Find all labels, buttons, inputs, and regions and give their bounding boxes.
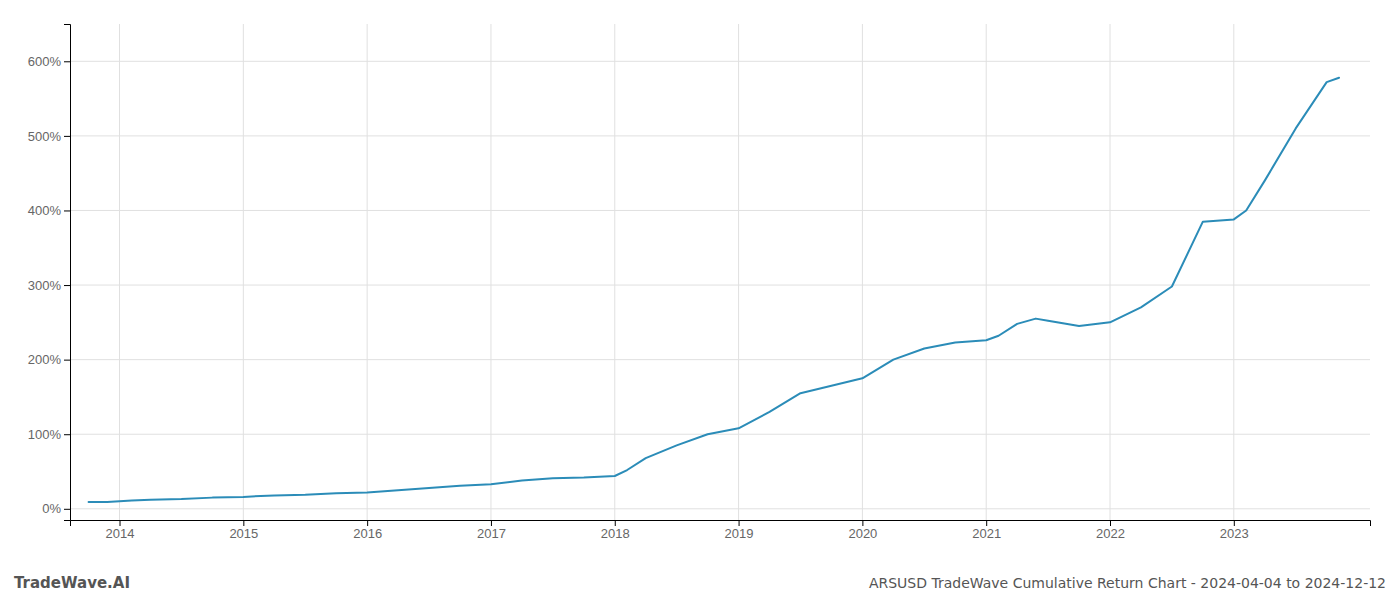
y-tick-mark [64,434,70,435]
y-grid-line [70,359,1370,360]
y-grid-line [70,434,1370,435]
x-grid-line [738,24,739,520]
x-grid-line [490,24,491,520]
x-tick-mark [862,520,863,526]
y-tick-mark [64,136,70,137]
line [89,78,1339,502]
x-tick-mark [615,520,616,526]
y-grid-line [70,135,1370,136]
x-axis: 2014 2015 2016 2017 2018 2019 2020 2021 2022 2023 [71,520,1371,541]
x-tick: 2021 [972,520,1001,541]
x-grid-line [986,24,987,520]
y-tick: 400% [28,203,70,218]
x-tick: 2018 [601,520,630,541]
plot-area: 2014 2015 2016 2017 2018 2019 2020 2021 2022 2023… [28,24,1371,541]
y-tick-label: 100% [28,427,62,442]
x-tick-mark [1234,520,1235,526]
y-tick-mark [64,210,70,211]
x-grid-line [367,24,368,520]
y-grid-line [70,210,1370,211]
y-tick: 100% [28,427,70,442]
y-axis-line [64,25,71,521]
y-tick-label: 200% [28,352,62,367]
y-tick-label: 500% [28,129,62,144]
x-tick: 2023 [1220,520,1249,541]
y-tick: 500% [28,129,70,144]
title: ARSUSD TradeWave Cumulative Return Chart… [869,575,1386,591]
x-grid-line [862,24,863,520]
x-tick-mark [367,520,368,526]
x-grid-line [614,24,615,520]
x-tick-mark [986,520,987,526]
x-tick: 2015 [229,520,258,541]
x-tick: 2014 [106,520,135,541]
y-tick-mark [64,509,70,510]
x-tick-label: 2022 [1096,526,1125,541]
x-tick-label: 2019 [725,526,754,541]
grid [70,24,1370,520]
y-tick-label: 0% [42,501,61,516]
x-tick-label: 2014 [106,526,135,541]
x-tick-mark [491,520,492,526]
x-tick-label: 2015 [229,526,258,541]
chart: 2014 2015 2016 2017 2018 2019 2020 2021 2022 2023… [0,0,1400,600]
x-tick: 2019 [725,520,754,541]
x-axis-line [71,521,1371,527]
x-grid-line [243,24,244,520]
x-grid-line [119,24,120,520]
y-tick-label: 600% [28,54,62,69]
x-tick: 2022 [1096,520,1125,541]
y-tick-label: 300% [28,278,62,293]
x-tick: 2016 [353,520,382,541]
x-tick-label: 2021 [972,526,1001,541]
y-axis: 0% 100% 200% 300% 400% 500% 600% [28,25,71,521]
x-tick-mark [120,520,121,526]
y-grid-line [70,508,1370,509]
y-tick-mark [64,285,70,286]
x-tick: 2017 [477,520,506,541]
x-tick-label: 2017 [477,526,506,541]
watermark: TradeWave.AI [14,574,130,592]
x-tick-mark [739,520,740,526]
x-tick-label: 2023 [1220,526,1249,541]
marks [89,78,1339,502]
y-tick-mark [64,360,70,361]
x-tick: 2020 [848,520,877,541]
y-tick-mark [64,61,70,62]
x-tick-label: 2016 [353,526,382,541]
y-tick: 600% [28,54,70,69]
y-grid-line [70,285,1370,286]
x-tick-label: 2018 [601,526,630,541]
y-grid-line [70,61,1370,62]
y-tick: 300% [28,278,70,293]
x-grid-line [1233,24,1234,520]
x-tick-mark [243,520,244,526]
y-tick-label: 400% [28,203,62,218]
y-tick: 0% [42,501,70,516]
x-tick-label: 2020 [848,526,877,541]
x-grid-line [1110,24,1111,520]
x-tick-mark [1110,520,1111,526]
y-tick: 200% [28,352,70,367]
